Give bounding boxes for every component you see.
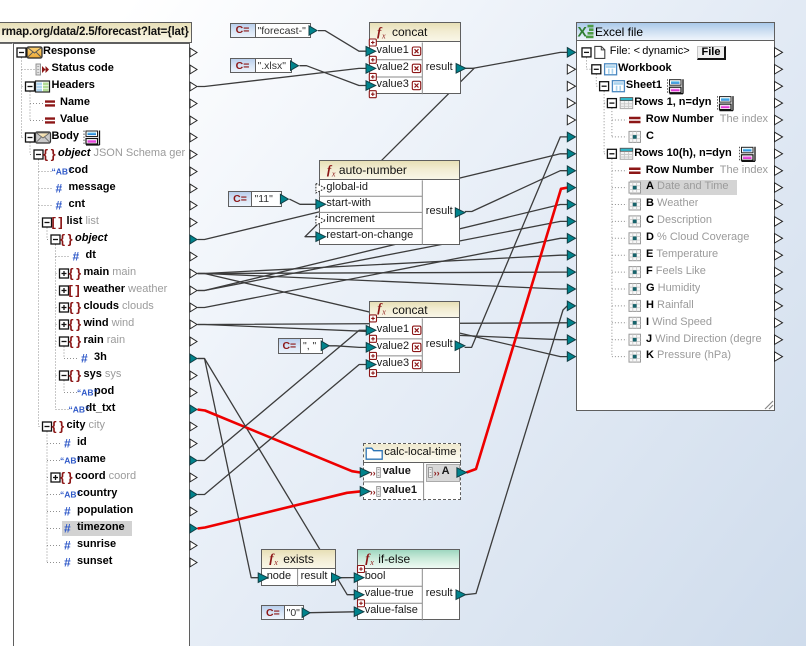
- svg-text:X: X: [578, 24, 588, 40]
- svg-text:x: x: [331, 169, 336, 178]
- svg-text:{ }: { }: [69, 266, 82, 281]
- svg-text:x: x: [381, 32, 386, 41]
- svg-text:#: #: [64, 522, 71, 536]
- svg-text:f: f: [269, 551, 275, 566]
- svg-text:#: #: [64, 556, 71, 570]
- svg-text:f: f: [377, 24, 383, 39]
- svg-text:f: f: [377, 300, 383, 315]
- svg-text:“AB”: “AB”: [60, 456, 81, 466]
- svg-text:››: ››: [370, 487, 376, 497]
- svg-text:#: #: [73, 250, 80, 264]
- svg-text:{ }: { }: [69, 300, 82, 315]
- svg-text:“AB”: “AB”: [60, 490, 81, 500]
- svg-text:f: f: [365, 551, 371, 566]
- svg-text:{ }: { }: [69, 334, 82, 349]
- svg-text:[ ]: [ ]: [69, 283, 80, 298]
- svg-text:x: x: [381, 307, 386, 316]
- svg-text:f: f: [327, 162, 333, 177]
- svg-text:x: x: [369, 558, 374, 567]
- svg-text:#: #: [64, 539, 71, 553]
- svg-text:{ }: { }: [60, 232, 73, 247]
- svg-text:{ }: { }: [43, 147, 56, 162]
- svg-text:“AB”: “AB”: [52, 167, 73, 177]
- svg-text:#: #: [64, 437, 71, 451]
- svg-text:#: #: [64, 505, 71, 519]
- svg-text:x: x: [273, 558, 278, 567]
- svg-text:{ }: { }: [69, 368, 82, 383]
- svg-text:››: ››: [370, 468, 376, 478]
- svg-text:{ }: { }: [69, 317, 82, 332]
- svg-text:››: ››: [434, 468, 440, 478]
- svg-text:{ }: { }: [52, 419, 65, 434]
- svg-text:#: #: [56, 182, 63, 196]
- svg-text:#: #: [56, 199, 63, 213]
- svg-text:“AB”: “AB”: [77, 388, 98, 398]
- svg-text:{ }: { }: [60, 470, 73, 485]
- svg-text:[ ]: [ ]: [52, 215, 63, 230]
- svg-text:#: #: [81, 352, 88, 366]
- svg-text:“AB”: “AB”: [69, 405, 90, 415]
